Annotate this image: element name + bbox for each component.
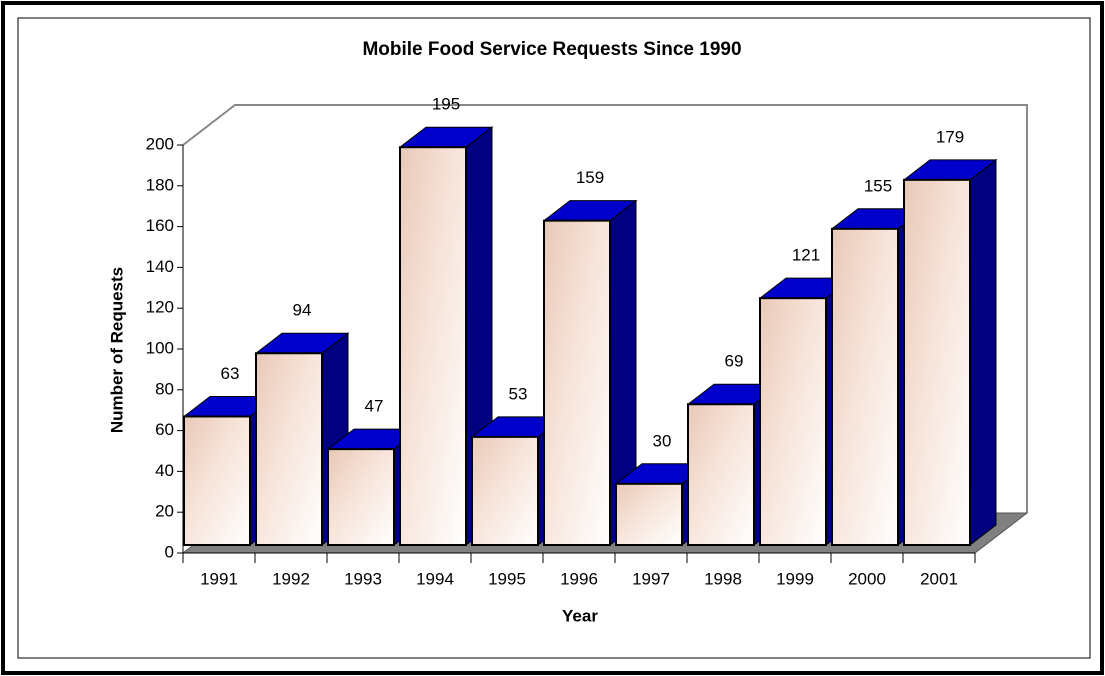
- bar-front: [903, 178, 971, 546]
- x-tick-label: 1997: [632, 569, 670, 588]
- value-label: 94: [293, 301, 312, 320]
- value-label: 159: [576, 168, 604, 187]
- y-tick-label: 180: [146, 175, 174, 194]
- bar-front: [543, 219, 611, 546]
- x-tick-label: 1994: [416, 569, 454, 588]
- value-label: 155: [864, 176, 892, 195]
- bar-side: [969, 158, 997, 547]
- chart-title: Mobile Food Service Requests Since 1990: [362, 39, 741, 60]
- value-label: 121: [792, 246, 820, 265]
- value-label: 63: [221, 364, 240, 383]
- value-label: 179: [936, 127, 964, 146]
- bar-front: [615, 482, 683, 546]
- y-tick-label: 20: [155, 502, 174, 521]
- x-tick-label: 1998: [704, 569, 742, 588]
- bar: [254, 332, 350, 547]
- x-tick-label: 1999: [776, 569, 814, 588]
- y-tick-label: 0: [165, 542, 174, 561]
- bar-front: [399, 146, 467, 546]
- bar-front: [183, 415, 251, 547]
- x-tick-label: 1996: [560, 569, 598, 588]
- bar-front: [255, 352, 323, 546]
- bar: [542, 199, 638, 547]
- value-label: 195: [432, 95, 460, 114]
- x-tick-label: 1991: [200, 569, 238, 588]
- value-label: 47: [365, 397, 384, 416]
- x-tick-label: 2000: [848, 569, 886, 588]
- back-wall: [182, 104, 1028, 513]
- chart-frame: [17, 17, 1091, 659]
- x-tick-label: 1993: [344, 569, 382, 588]
- bar-front: [471, 435, 539, 547]
- y-tick-label: 60: [155, 420, 174, 439]
- value-label: 53: [509, 384, 528, 403]
- x-axis-label: Year: [562, 606, 598, 625]
- bar: [902, 158, 998, 547]
- bar-front: [831, 227, 899, 547]
- value-label: 69: [725, 352, 744, 371]
- y-tick-label: 40: [155, 461, 174, 480]
- x-tick-label: 1992: [272, 569, 310, 588]
- y-tick-label: 120: [146, 298, 174, 317]
- y-tick-label: 140: [146, 257, 174, 276]
- y-tick-label: 200: [146, 134, 174, 153]
- y-tick-label: 160: [146, 216, 174, 235]
- x-tick-label: 2001: [920, 569, 958, 588]
- x-tick-label: 1995: [488, 569, 526, 588]
- y-tick-label: 100: [146, 338, 174, 357]
- value-label: 30: [653, 431, 672, 450]
- bar-front: [759, 297, 827, 546]
- y-axis-label: Number of Requests: [107, 267, 126, 433]
- bar-front: [687, 403, 755, 546]
- bar-front: [327, 448, 395, 546]
- y-tick-label: 80: [155, 379, 174, 398]
